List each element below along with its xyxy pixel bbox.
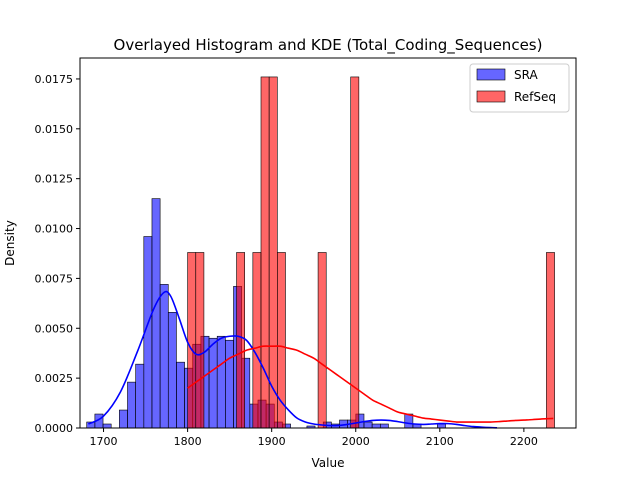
y-tick-label: 0.0175 [35, 73, 74, 86]
sra-bar [102, 423, 112, 429]
x-tick-label: 2100 [426, 435, 454, 448]
sra-bar [216, 335, 226, 429]
y-tick-label: 0.0100 [35, 223, 74, 236]
x-tick-label: 2000 [342, 435, 370, 448]
sra-kde-line [88, 290, 498, 429]
sra-bar [363, 421, 373, 429]
refseq-bar [260, 76, 270, 429]
x-tick-label: 1700 [90, 435, 118, 448]
y-tick-label: 0.0050 [35, 322, 74, 335]
y-tick-label: 0.0025 [35, 372, 74, 385]
sra-bar [225, 339, 234, 429]
legend-label-refseq: RefSeq [514, 90, 556, 104]
y-tick-label: 0.0125 [35, 173, 74, 186]
refseq-bar [350, 76, 360, 429]
sra-bar [208, 337, 218, 429]
refseq-kde-line [187, 345, 554, 423]
sra-bar [119, 409, 128, 429]
refseq-bar [268, 76, 278, 429]
refseq-bar [252, 252, 262, 429]
bars-layer [86, 76, 555, 429]
sra-bar [371, 423, 381, 429]
x-tick-label: 1900 [258, 435, 286, 448]
refseq-bar [187, 252, 197, 429]
refseq-bar [546, 252, 555, 429]
kde-layer [88, 290, 554, 429]
sra-bar [135, 363, 145, 429]
y-axis: 0.0000 0.0025 0.0050 0.0075 0.0100 0.0125 0.01… [35, 73, 80, 435]
y-axis-label: Density [3, 220, 17, 266]
x-axis: 1700 1800 1900 2000 2100 2200 [90, 428, 538, 448]
sra-bar [127, 381, 136, 429]
sra-bar [159, 284, 169, 429]
sra-bar [437, 423, 446, 429]
sra-bar [379, 423, 389, 429]
sra-bar [167, 312, 177, 429]
plot-frame [79, 57, 577, 429]
refseq-bar [236, 252, 245, 429]
legend-swatch-sra [476, 68, 506, 81]
sra-bar [176, 361, 185, 429]
x-tick-label: 1800 [174, 435, 202, 448]
x-axis-label: Value [312, 456, 345, 470]
y-tick-label: 0.0075 [35, 272, 74, 285]
y-tick-label: 0.0000 [35, 422, 74, 435]
chart-title: Overlayed Histogram and KDE (Total_Codin… [114, 36, 543, 55]
refseq-bar [195, 252, 205, 429]
legend: SRA RefSeq [469, 63, 570, 113]
y-tick-label: 0.0150 [35, 123, 74, 136]
x-tick-label: 2200 [510, 435, 538, 448]
legend-label-sra: SRA [514, 68, 538, 82]
sra-bar [151, 198, 161, 429]
legend-swatch-refseq [476, 90, 506, 103]
refseq-bar [317, 252, 327, 429]
